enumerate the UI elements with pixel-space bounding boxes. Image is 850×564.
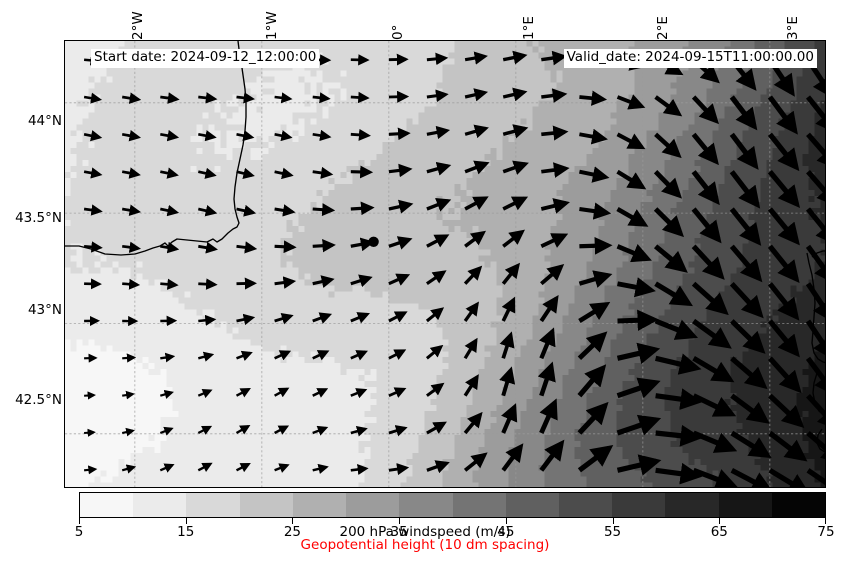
lon-tick-label: 3°E [785,16,801,40]
station-marker[interactable] [368,236,379,247]
colorbar-tick [719,518,721,524]
lat-tick-label: 44°N [27,113,62,129]
colorbar-segment [292,493,347,517]
colorbar-tick-label: 45 [497,524,515,540]
colorbar-segment [665,493,719,517]
map-canvas [65,41,825,487]
colorbar-tick-label: 75 [817,524,835,540]
colorbar-segment [186,493,240,517]
coastline [65,41,247,256]
colorbar-tick [505,518,507,524]
colorbar-tick [185,518,187,524]
colorbar-segment [505,493,559,517]
colorbar-ticks [79,518,826,526]
colorbar-segment [346,493,400,517]
colorbar-tick [292,518,294,524]
colorbar-tick [399,518,401,524]
colorbar-segment [239,493,293,517]
colorbar[interactable] [79,492,826,518]
valid-date-annotation: Valid_date: 2024-09-15T11:00:00.00 [563,49,817,68]
colorbar-segment [80,493,134,517]
colorbar-tick-label: 25 [283,524,302,540]
colorbar-segment [718,493,772,517]
colorbar-segment [558,493,613,517]
colorbar-tick [79,518,80,524]
lon-tick-label: 1°E [521,16,537,40]
map-plot-area[interactable]: Start date: 2024-09-12_12:00:00 Valid_da… [64,40,826,488]
colorbar-tick-label: 5 [74,524,84,540]
lat-tick-label: 43°N [27,302,62,318]
colorbar-segment [452,493,506,517]
colorbar-segment [399,493,453,517]
colorbar-tick-label: 55 [603,524,622,540]
lon-tick-label: 2°E [655,16,671,40]
lon-tick-label: 0° [390,24,406,40]
lon-tick-label: 2°W [130,11,146,40]
colorbar-tick [612,518,614,524]
lat-tick-label: 42.5°N [15,392,62,408]
colorbar-segment [771,493,826,517]
colorbar-tick-labels: 5 15 25 35 45 55 65 75 [0,524,850,544]
colorbar-tick-label: 65 [710,524,728,540]
colorbar-tick [825,518,826,524]
contour-legend-label: Geopotential height (10 dm spacing) [300,537,550,553]
start-date-annotation: Start date: 2024-09-12_12:00:00 [91,49,320,68]
colorbar-title: 200 hPa windspeed (m/s) [339,524,511,540]
colorbar-gradient [79,492,826,518]
colorbar-segment [133,493,187,517]
lon-tick-label: 1°W [264,11,280,40]
colorbar-tick-label: 15 [177,524,195,540]
colorbar-segment [612,493,666,517]
colorbar-tick-label: 35 [390,524,408,540]
lat-tick-label: 43.5°N [15,210,62,226]
